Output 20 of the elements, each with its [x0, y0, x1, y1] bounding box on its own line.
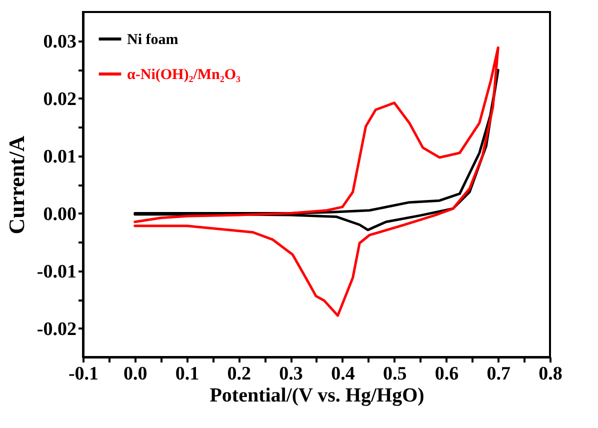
x-axis-title: Potential/(V vs. Hg/HgO)	[210, 384, 424, 406]
x-tick-label: 0.8	[538, 364, 562, 384]
x-tick-label: 0.6	[434, 364, 459, 384]
x-tick-label: 0.3	[279, 364, 303, 384]
legend-label: Ni foam	[127, 32, 179, 48]
y-tick-label: 0.02	[43, 88, 76, 110]
x-tick-label: 0.4	[331, 364, 356, 384]
x-tick-label: 0.5	[382, 364, 407, 384]
x-tick-label: -0.1	[68, 364, 99, 384]
y-tick-label: 0.01	[43, 146, 76, 168]
y-tick-label: -0.02	[36, 318, 76, 340]
y-tick-label: 0.00	[43, 204, 76, 225]
x-tick-label: 0.0	[124, 364, 148, 384]
x-tick-label: 0.2	[227, 364, 252, 384]
y-tick-label: -0.01	[36, 261, 76, 282]
y-tick-label: 0.03	[43, 31, 76, 52]
legend-label: α-Ni(OH)₂/Mn₂O₃	[127, 67, 242, 83]
x-tick-label: 0.7	[486, 364, 511, 384]
x-tick-label: 0.1	[175, 364, 200, 384]
y-axis-title: Current/A	[4, 136, 29, 234]
